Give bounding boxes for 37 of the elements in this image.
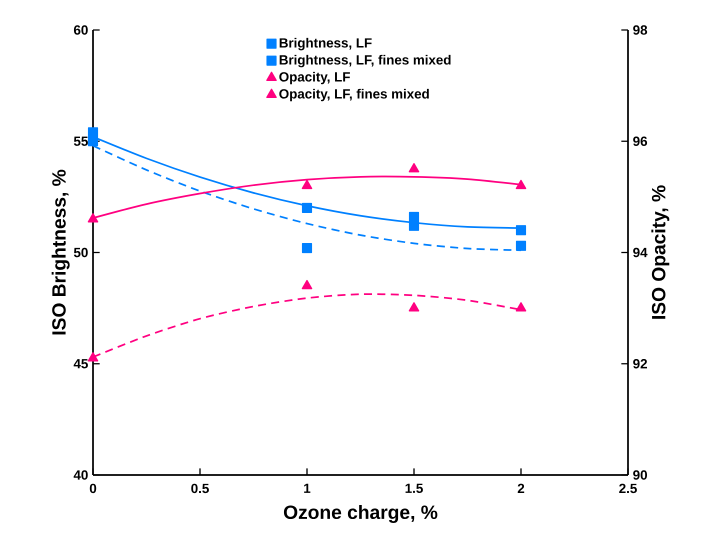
point bbox=[408, 163, 420, 172]
point bbox=[88, 127, 98, 138]
point bbox=[302, 242, 312, 254]
y-tick-label: 60 bbox=[74, 25, 88, 35]
y-tick-label: 55 bbox=[74, 136, 88, 146]
point bbox=[516, 180, 526, 190]
legend-label: Brightness, LF, fines mixed bbox=[280, 54, 451, 68]
y-tick-label: 45 bbox=[74, 359, 88, 368]
x-axis-title: Ozone charge, % bbox=[284, 504, 438, 523]
y2-axis-title: ISO Opacity, % bbox=[651, 185, 670, 319]
point bbox=[516, 302, 526, 312]
x-tick-label: 1.5 bbox=[406, 484, 423, 493]
legend-label: Opacity, LF bbox=[279, 72, 350, 84]
point bbox=[516, 240, 526, 251]
legend-label: Opacity, LF, fines mixed bbox=[279, 88, 429, 102]
y-tick-label: 50 bbox=[74, 248, 88, 258]
point bbox=[408, 302, 420, 312]
point bbox=[408, 212, 420, 222]
y2-tick-label: 92 bbox=[633, 359, 647, 368]
x-tick-label: 0 bbox=[90, 484, 96, 494]
point bbox=[302, 280, 312, 290]
y2-tick-label: 98 bbox=[633, 25, 648, 35]
x-tick-label: 1 bbox=[304, 484, 310, 493]
point bbox=[88, 213, 98, 222]
legend-label: Brightness, LF bbox=[280, 38, 372, 50]
y-axis-title: ISO Brightness, % bbox=[52, 170, 70, 334]
point bbox=[88, 352, 98, 362]
x-tick-label: 2 bbox=[518, 484, 524, 494]
point bbox=[516, 225, 526, 236]
x-tick-label: 2.5 bbox=[619, 484, 637, 494]
point bbox=[302, 180, 312, 190]
x-tick-label: 0.5 bbox=[191, 484, 209, 494]
y2-tick-label: 96 bbox=[633, 136, 648, 146]
y2-tick-label: 90 bbox=[633, 470, 647, 480]
y-tick-label: 40 bbox=[74, 470, 88, 480]
y2-tick-label: 94 bbox=[633, 248, 648, 258]
point bbox=[302, 202, 312, 214]
